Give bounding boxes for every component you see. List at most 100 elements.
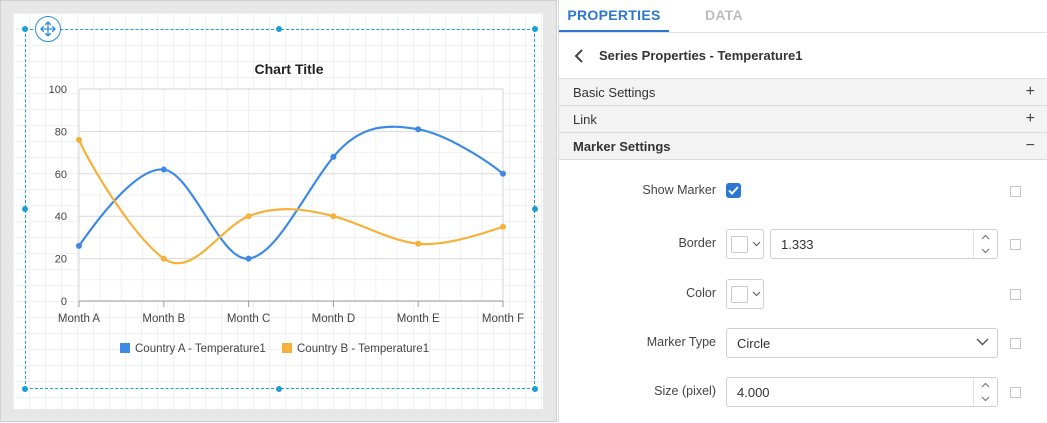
data-point[interactable]: [245, 255, 252, 262]
chevron-up-icon: [981, 382, 990, 388]
y-tick-label: 60: [55, 169, 67, 181]
show-marker-checkbox[interactable]: [726, 183, 741, 198]
data-point[interactable]: [415, 240, 422, 247]
chart-title: Chart Title: [255, 61, 324, 77]
border-color-picker[interactable]: [726, 229, 764, 259]
border-label: Border: [678, 236, 716, 250]
resize-handle-top-left[interactable]: [22, 26, 28, 32]
chevron-up-icon: [981, 234, 990, 240]
marker-type-value: Circle: [737, 336, 771, 351]
chevron-down-icon: [981, 396, 990, 402]
x-tick-label: Month F: [482, 313, 524, 325]
resize-handle-bottom-left[interactable]: [22, 386, 28, 392]
legend-label: Country B - Temperature1: [297, 343, 429, 355]
spin-up-button[interactable]: [974, 378, 997, 392]
y-tick-label: 100: [49, 84, 67, 96]
x-tick-label: Month A: [58, 313, 101, 325]
marker-type-label: Marker Type: [646, 335, 716, 349]
series-2[interactable]: [76, 136, 506, 265]
panel-tabs: PROPERTIES DATA: [559, 0, 1047, 33]
expand-icon: +: [1025, 110, 1035, 127]
section-label: Link: [573, 111, 597, 127]
data-point[interactable]: [415, 126, 422, 133]
marker-type-bind-checkbox[interactable]: [1010, 338, 1021, 349]
size-value: 4.000: [737, 385, 770, 400]
tab-data[interactable]: DATA: [704, 7, 743, 23]
color-row: Color: [559, 279, 1047, 309]
color-swatch: [731, 285, 748, 303]
data-point[interactable]: [500, 170, 506, 177]
section-label: Basic Settings: [573, 84, 656, 100]
data-point[interactable]: [160, 255, 167, 262]
color-label: Color: [686, 286, 716, 300]
y-tick-label: 20: [55, 254, 67, 266]
legend-swatch: [120, 343, 130, 353]
legend-label: Country A - Temperature1: [135, 343, 266, 355]
data-point[interactable]: [500, 223, 506, 230]
panel-header: Series Properties - Temperature1: [559, 33, 1047, 79]
legend-item[interactable]: Country B - Temperature1: [282, 343, 429, 355]
chevron-down-icon: [981, 248, 990, 254]
size-input[interactable]: 4.000: [726, 377, 998, 407]
data-point[interactable]: [76, 242, 82, 249]
expand-icon: +: [1025, 83, 1035, 100]
data-point[interactable]: [245, 213, 252, 220]
spin-down-button[interactable]: [974, 244, 997, 258]
border-row: Border 1.333: [559, 229, 1047, 259]
spin-up-button[interactable]: [974, 230, 997, 244]
size-bind-checkbox[interactable]: [1010, 387, 1021, 398]
marker-color-picker[interactable]: [726, 279, 764, 309]
spinner: [973, 230, 997, 258]
series-1[interactable]: [76, 125, 506, 262]
data-point[interactable]: [330, 213, 337, 220]
marker-type-row: Marker Type Circle: [559, 328, 1047, 358]
chevron-down-icon: [976, 338, 989, 346]
spin-down-button[interactable]: [974, 392, 997, 406]
chevron-down-icon: [752, 291, 761, 297]
legend-swatch: [282, 343, 292, 353]
size-row: Size (pixel) 4.000: [559, 377, 1047, 407]
properties-panel: PROPERTIES DATA Series Properties - Temp…: [558, 0, 1047, 422]
y-tick-label: 80: [55, 126, 67, 138]
data-point[interactable]: [76, 136, 82, 143]
x-tick-label: Month E: [397, 313, 440, 325]
border-bind-checkbox[interactable]: [1010, 239, 1021, 250]
color-bind-checkbox[interactable]: [1010, 289, 1021, 300]
size-label: Size (pixel): [654, 384, 716, 398]
section-link[interactable]: Link +: [559, 106, 1047, 133]
data-point[interactable]: [160, 166, 167, 173]
move-arrows-icon[interactable]: [35, 16, 61, 42]
x-tick-label: Month B: [142, 313, 185, 325]
data-point[interactable]: [330, 153, 337, 160]
y-tick-label: 40: [55, 211, 67, 223]
border-width-input[interactable]: 1.333: [770, 229, 998, 259]
x-tick-label: Month C: [227, 313, 270, 325]
resize-handle-bottom-right[interactable]: [532, 386, 538, 392]
panel-header-title: Series Properties - Temperature1: [599, 48, 803, 63]
collapse-icon: −: [1025, 137, 1035, 154]
checkmark-icon: [728, 186, 739, 195]
section-label: Marker Settings: [573, 138, 671, 154]
resize-handle-right[interactable]: [532, 206, 538, 212]
border-width-value: 1.333: [781, 237, 814, 252]
tab-properties[interactable]: PROPERTIES: [559, 0, 669, 32]
line-chart: Chart Title 0 20 40 60 80 100 Month A Month B Mo…: [49, 61, 524, 355]
color-swatch: [731, 235, 748, 253]
resize-handle-top[interactable]: [276, 26, 282, 32]
x-tick-label: Month D: [312, 313, 355, 325]
chevron-left-icon[interactable]: [573, 46, 593, 66]
show-marker-label: Show Marker: [642, 183, 716, 197]
resize-handle-top-right[interactable]: [532, 26, 538, 32]
resize-handle-left[interactable]: [22, 206, 28, 212]
y-tick-label: 0: [61, 296, 67, 308]
legend-item[interactable]: Country A - Temperature1: [120, 343, 266, 355]
report-designer-area: Chart Title 0 20 40 60 80 100 Month A Month B Mo…: [0, 0, 557, 422]
marker-type-dropdown[interactable]: Circle: [726, 328, 998, 358]
show-marker-row: Show Marker: [559, 176, 1047, 206]
section-basic-settings[interactable]: Basic Settings +: [559, 79, 1047, 106]
show-marker-bind-checkbox[interactable]: [1010, 186, 1021, 197]
chevron-down-icon: [752, 241, 761, 247]
resize-handle-bottom[interactable]: [276, 386, 282, 392]
section-marker-settings[interactable]: Marker Settings −: [559, 133, 1047, 160]
spinner: [973, 378, 997, 406]
